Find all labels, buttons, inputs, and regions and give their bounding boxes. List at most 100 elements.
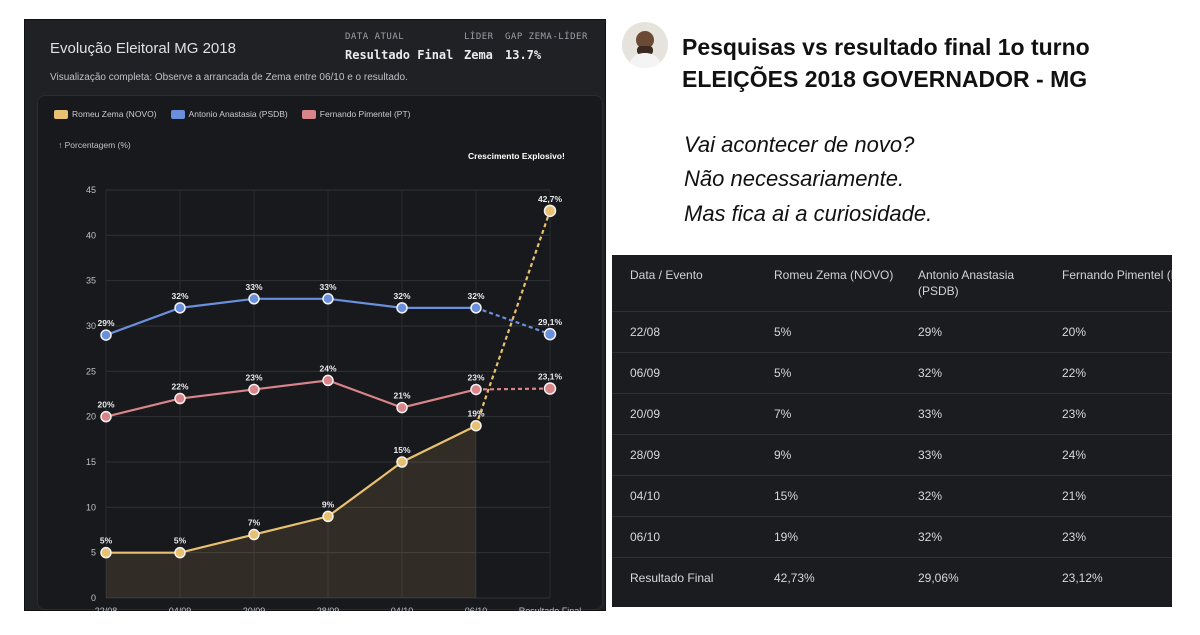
- legend-label: Antonio Anastasia (PSDB): [188, 109, 288, 119]
- metric-value: Zema: [464, 48, 493, 62]
- column-header: Antonio Anastasia (PSDB): [918, 268, 1015, 298]
- tweet-card: Pesquisas vs resultado final 1o turno EL…: [612, 20, 1172, 245]
- data-label: 23%: [467, 372, 484, 382]
- table-row: 06/09 5% 32% 22%: [612, 351, 1172, 393]
- y-tick-label: 5: [91, 548, 96, 558]
- table-cell: Resultado Final: [612, 556, 756, 598]
- table-cell: 21%: [1044, 474, 1172, 516]
- y-tick-label: 20: [86, 412, 96, 422]
- table-cell: 5%: [756, 351, 900, 393]
- data-label: 20%: [97, 400, 114, 410]
- column-header: Romeu Zema (NOVO): [774, 268, 894, 282]
- series-line-dashed: [475, 306, 551, 336]
- metric-gap: GAP ZEMA-LÍDER 13.7%: [505, 32, 588, 62]
- metric-current-date: DATA ATUAL Resultado Final: [345, 32, 453, 62]
- table-cell: 32%: [900, 515, 1044, 557]
- data-label: 32%: [393, 291, 410, 301]
- data-point: [543, 204, 557, 218]
- table-cell: 22/08: [612, 310, 756, 352]
- y-tick-label: 15: [86, 457, 96, 467]
- series-line-dashed: [475, 387, 551, 391]
- metric-value: Resultado Final: [345, 48, 454, 62]
- legend-swatch: [301, 109, 316, 119]
- table-row: 20/09 7% 33% 23%: [612, 392, 1172, 434]
- election-dashboard: Evolução Eleitoral MG 2018 DATA ATUAL Re…: [25, 20, 605, 611]
- data-label: 22%: [171, 382, 188, 392]
- series-line: [106, 424, 477, 554]
- column-header: Fernando Pimentel (PT): [1062, 268, 1172, 282]
- table-cell: 20%: [1044, 310, 1172, 352]
- data-label: 32%: [467, 291, 484, 301]
- metric-label: LÍDER: [464, 32, 494, 42]
- data-point: [248, 528, 260, 541]
- legend-item-anastasia[interactable]: Antonio Anastasia (PSDB): [170, 109, 288, 119]
- legend-swatch: [54, 109, 68, 119]
- metric-leader: LÍDER Zema: [464, 32, 494, 62]
- data-label: 32%: [171, 291, 188, 301]
- legend-item-zema[interactable]: Romeu Zema (NOVO): [54, 109, 157, 119]
- dashboard-subtitle: Visualização completa: Observe a arranca…: [50, 72, 408, 83]
- y-tick-label: 25: [86, 366, 96, 376]
- series-line: [105, 379, 477, 418]
- data-label: 33%: [245, 282, 262, 292]
- data-point: [470, 383, 482, 396]
- table-cell: 24%: [1044, 433, 1172, 475]
- results-table-panel: Data / Evento Romeu Zema (NOVO) Antonio …: [612, 255, 1172, 607]
- chart-card: 0 5 10 15 20 25 30 35 40 45 22/08 04/09 20/09 28/09 04…: [37, 95, 603, 611]
- table-cell: 9%: [756, 433, 900, 475]
- table-cell: 22%: [1044, 351, 1172, 393]
- x-tick-label: 28/09: [317, 606, 340, 611]
- legend-item-pimentel[interactable]: Fernando Pimentel (PT): [301, 109, 410, 119]
- y-axis-label: ↑ Porcentagem (%): [58, 140, 131, 150]
- chart-annotation: Crescimento Explosivo!: [468, 151, 565, 161]
- data-point: [322, 293, 334, 305]
- data-point: [174, 302, 186, 314]
- data-label: 15%: [393, 445, 410, 455]
- tweet-body-line: Vai acontecer de novo?: [684, 132, 915, 157]
- data-point: [470, 419, 482, 432]
- data-point: [174, 546, 186, 559]
- data-point: [543, 327, 557, 341]
- data-label: 23,1%: [538, 372, 563, 382]
- table-cell: 28/09: [612, 433, 756, 475]
- table-cell: 33%: [900, 392, 1044, 434]
- chart-legend[interactable]: Romeu Zema (NOVO) Antonio Anastasia (PSD…: [54, 109, 410, 119]
- y-tick-label: 10: [86, 502, 96, 512]
- y-tick-label: 35: [86, 276, 96, 286]
- x-tick-label: 04/09: [169, 606, 192, 611]
- metric-label: GAP ZEMA-LÍDER: [505, 32, 588, 42]
- y-tick-label: 0: [91, 593, 96, 603]
- table-cell: 06/09: [612, 351, 756, 393]
- table-cell: 23,12%: [1044, 556, 1172, 598]
- table-cell: 42,73%: [756, 556, 900, 598]
- data-label: 5%: [174, 536, 187, 546]
- legend-swatch: [170, 109, 185, 119]
- series-line-dashed: [474, 210, 552, 427]
- tweet-body-line: Não necessariamente.: [684, 166, 905, 191]
- table-row: 04/10 15% 32% 21%: [612, 474, 1172, 516]
- data-label: 5%: [100, 536, 113, 546]
- dashboard-title: Evolução Eleitoral MG 2018: [50, 40, 236, 57]
- avatar[interactable]: [622, 22, 668, 68]
- data-point: [396, 302, 408, 314]
- series-line: [105, 297, 476, 337]
- table-header-row: Data / Evento Romeu Zema (NOVO) Antonio …: [612, 255, 1172, 311]
- table-cell: 32%: [900, 474, 1044, 516]
- table-cell: 04/10: [612, 474, 756, 516]
- table-cell: 23%: [1044, 392, 1172, 434]
- tweet-title: Pesquisas vs resultado final 1o turno: [682, 34, 1090, 60]
- data-label: 29%: [97, 318, 114, 328]
- legend-label: Romeu Zema (NOVO): [72, 109, 157, 119]
- data-label: 29,1%: [538, 317, 563, 327]
- table-cell: 7%: [756, 392, 900, 434]
- x-tick-label: 06/10: [465, 606, 488, 611]
- data-point: [543, 382, 557, 395]
- data-point: [322, 374, 334, 387]
- metric-label: DATA ATUAL: [345, 32, 405, 42]
- table-cell: 06/10: [612, 515, 756, 557]
- y-tick-label: 40: [86, 230, 96, 240]
- table-row: 22/08 5% 29% 20%: [612, 310, 1172, 352]
- data-label: 33%: [319, 282, 336, 292]
- data-point: [174, 392, 186, 405]
- data-point: [396, 401, 408, 414]
